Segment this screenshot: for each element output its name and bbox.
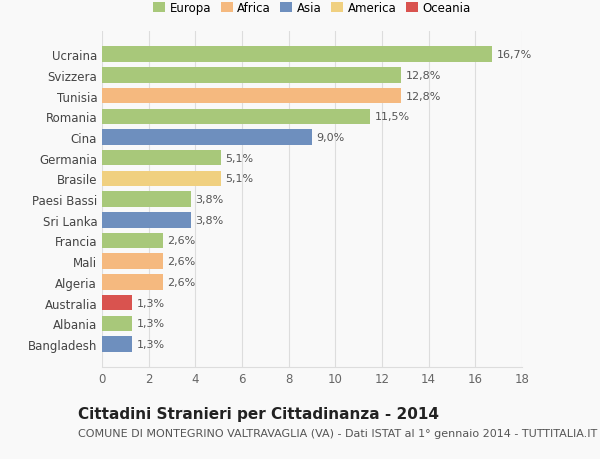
Text: 5,1%: 5,1% (226, 153, 254, 163)
Text: Cittadini Stranieri per Cittadinanza - 2014: Cittadini Stranieri per Cittadinanza - 2… (78, 406, 439, 421)
Text: 12,8%: 12,8% (406, 91, 441, 101)
Text: 1,3%: 1,3% (137, 319, 165, 329)
Bar (102, 89, 401, 104)
Bar (102, 316, 133, 331)
Text: 5,1%: 5,1% (226, 174, 254, 184)
Bar (102, 254, 163, 269)
Text: 2,6%: 2,6% (167, 257, 196, 267)
Text: 1,3%: 1,3% (137, 298, 165, 308)
Bar (102, 274, 163, 290)
Text: 3,8%: 3,8% (196, 215, 224, 225)
Bar (102, 171, 221, 187)
Text: 2,6%: 2,6% (167, 236, 196, 246)
Text: 3,8%: 3,8% (196, 195, 224, 205)
Bar (102, 68, 401, 84)
Text: COMUNE DI MONTEGRINO VALTRAVAGLIA (VA) - Dati ISTAT al 1° gennaio 2014 - TUTTITA: COMUNE DI MONTEGRINO VALTRAVAGLIA (VA) -… (78, 428, 597, 438)
Text: 11,5%: 11,5% (375, 112, 410, 122)
Bar (102, 213, 191, 228)
Bar (102, 47, 491, 63)
Bar (102, 192, 191, 207)
Text: 2,6%: 2,6% (167, 277, 196, 287)
Legend: Europa, Africa, Asia, America, Oceania: Europa, Africa, Asia, America, Oceania (149, 0, 475, 20)
Bar (102, 336, 133, 352)
Bar (102, 295, 133, 311)
Bar (102, 233, 163, 249)
Bar (102, 130, 312, 146)
Bar (102, 151, 221, 166)
Text: 12,8%: 12,8% (406, 71, 441, 81)
Text: 1,3%: 1,3% (137, 339, 165, 349)
Text: 16,7%: 16,7% (496, 50, 532, 60)
Text: 9,0%: 9,0% (317, 133, 345, 143)
Bar (102, 109, 370, 125)
